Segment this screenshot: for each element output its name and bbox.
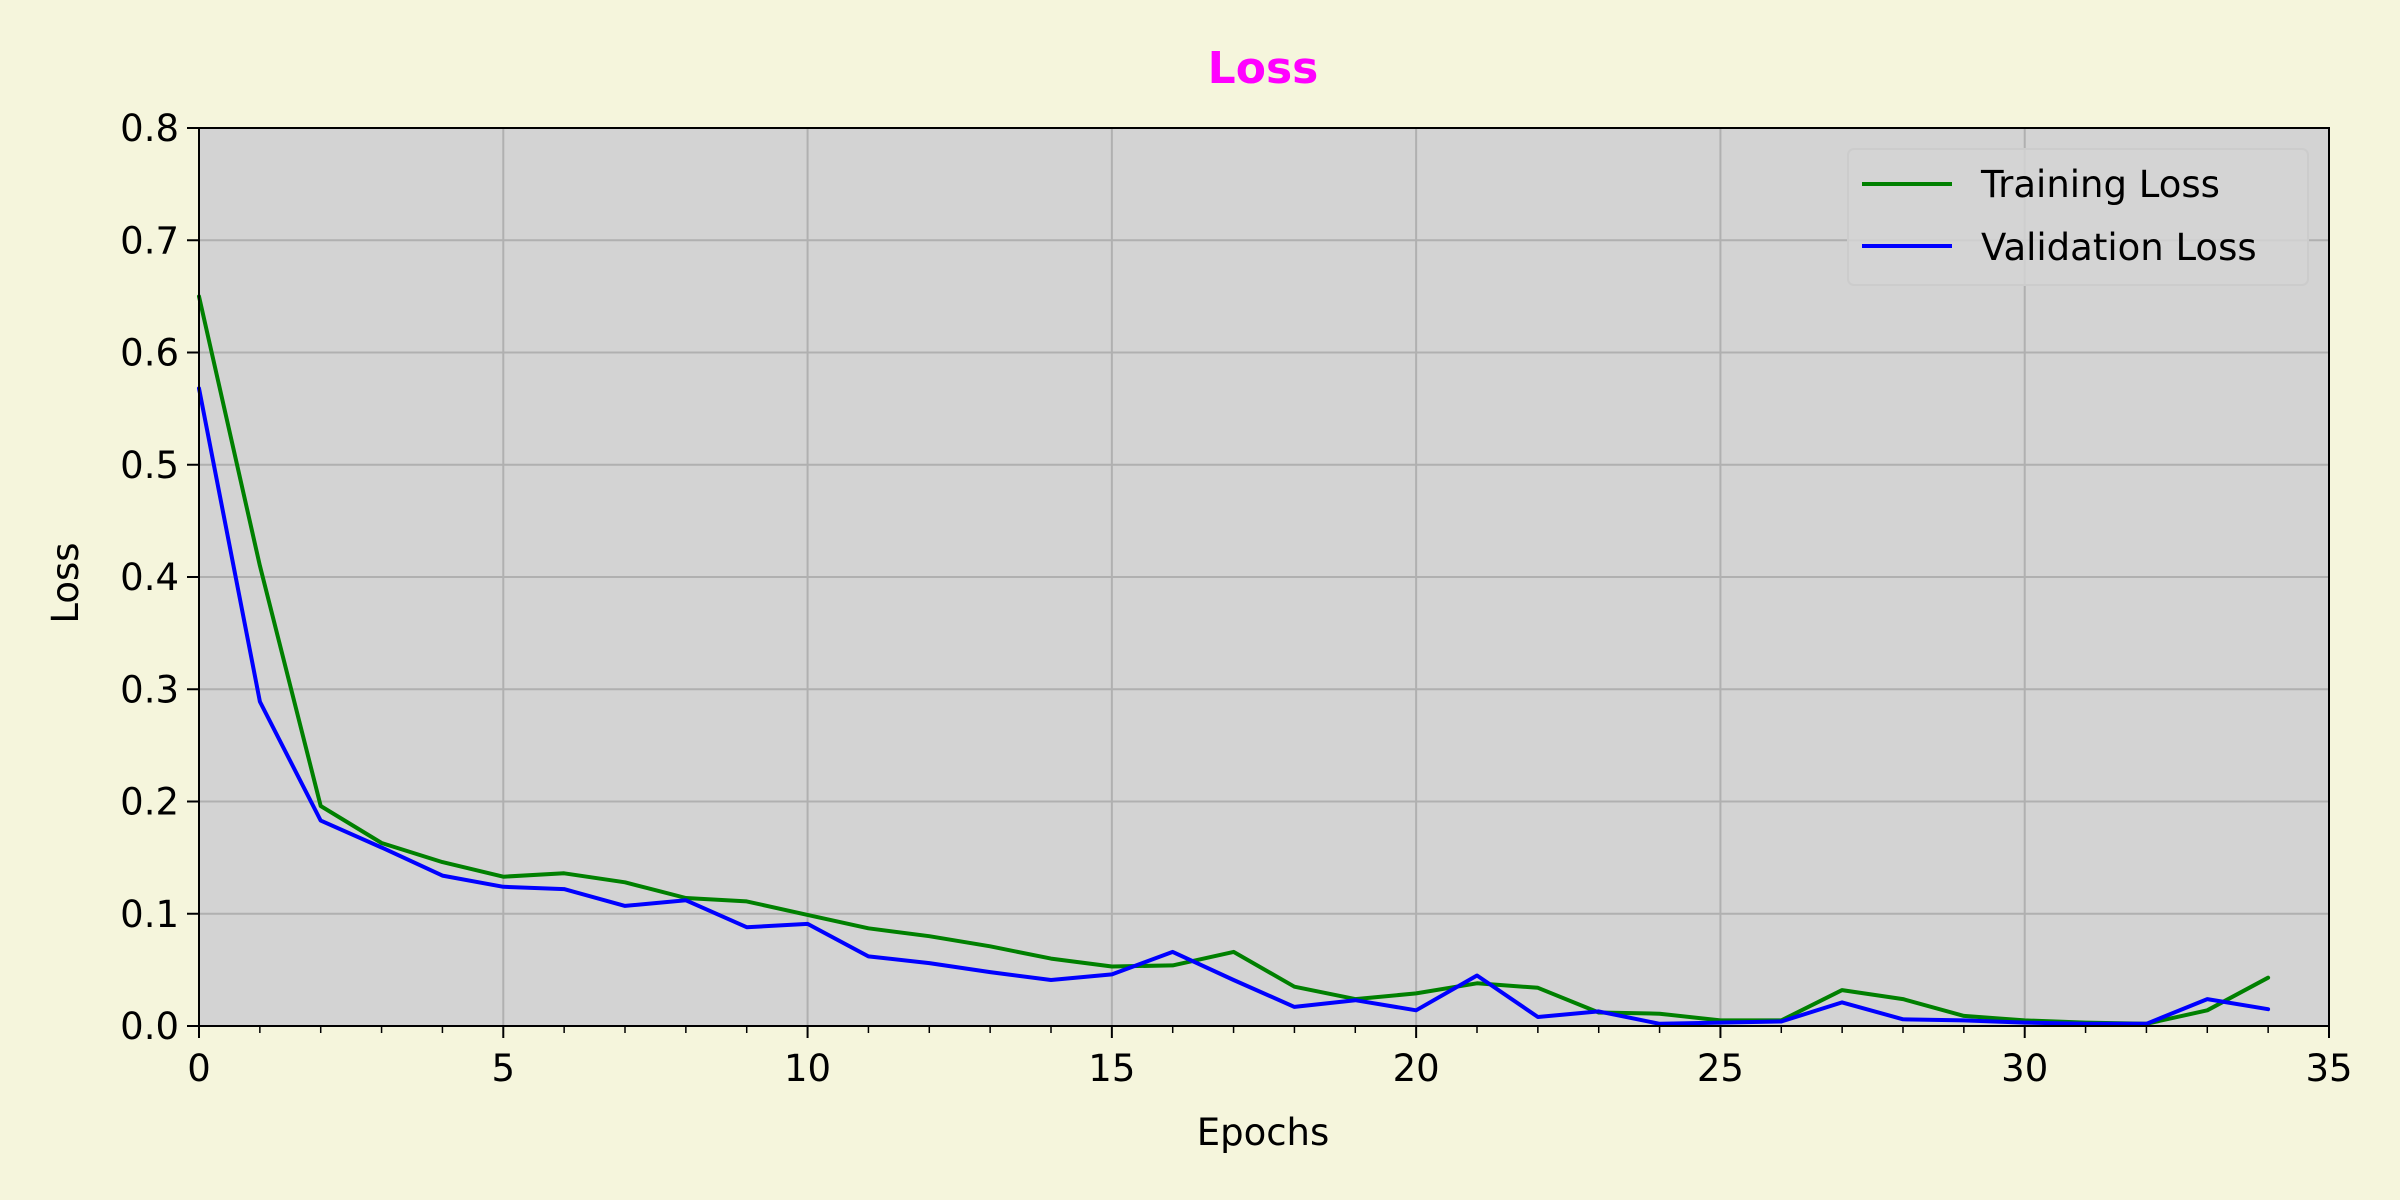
legend-label-validation: Validation Loss	[1981, 226, 2257, 269]
x-tick-label: 25	[1697, 1047, 1744, 1090]
legend: Training Loss Validation Loss	[1847, 148, 2309, 286]
axis-ticks: 0 5 10 15 20 25 30 35 0.0 0.1 0.2 0.3 0.4 0.5 0.6 0.7 0.…	[120, 107, 2352, 1090]
x-tick-label: 5	[492, 1047, 516, 1090]
legend-label-training: Training Loss	[1980, 163, 2220, 206]
y-tick-label: 0.1	[120, 893, 179, 936]
x-tick-label: 0	[187, 1047, 211, 1090]
x-axis-label: Epochs	[1197, 1111, 1330, 1154]
y-tick-label: 0.5	[120, 444, 179, 487]
x-tick-label: 10	[784, 1047, 831, 1090]
x-tick-label: 15	[1088, 1047, 1135, 1090]
chart-title: Loss	[1208, 43, 1319, 94]
series-line-training-loss	[197, 294, 2271, 1026]
x-tick-label: 30	[2001, 1047, 2048, 1090]
y-tick-label: 0.3	[120, 668, 179, 711]
y-axis-label: Loss	[44, 542, 87, 623]
y-tick-label: 0.0	[120, 1005, 179, 1048]
series-lines	[197, 294, 2271, 1026]
y-tick-label: 0.6	[120, 332, 179, 375]
series-line-validation-loss	[197, 386, 2271, 1026]
x-tick-label: 35	[2305, 1047, 2352, 1090]
y-tick-label: 0.4	[120, 556, 179, 599]
y-tick-label: 0.8	[120, 107, 179, 150]
legend-box	[1847, 148, 2309, 286]
y-tick-label: 0.2	[120, 781, 179, 824]
x-tick-label: 20	[1393, 1047, 1440, 1090]
y-tick-label: 0.7	[120, 219, 179, 262]
